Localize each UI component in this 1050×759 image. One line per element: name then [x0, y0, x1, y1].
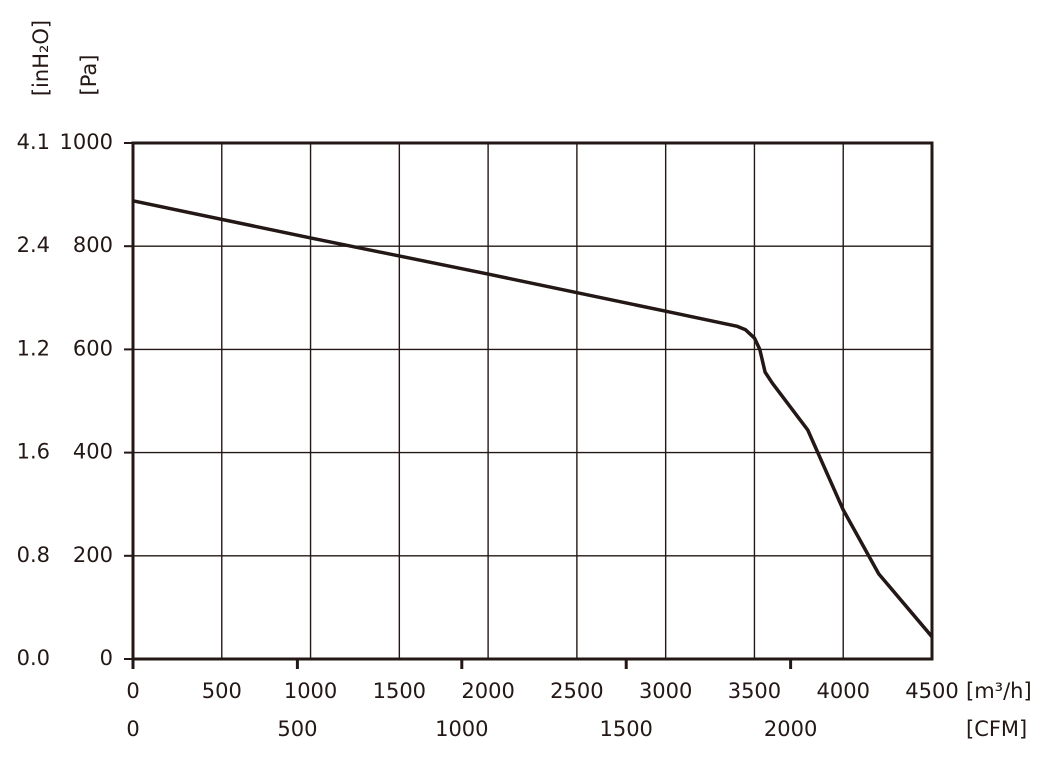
- x2-tick-label: 2000: [764, 717, 817, 741]
- y2-tick-label: 0.8: [17, 543, 50, 567]
- y2-tick-label: 0.0: [17, 646, 50, 670]
- y-tick-label: 0: [100, 646, 113, 670]
- x2-axis-label: [CFM]: [966, 717, 1027, 741]
- y-axis-label: [Pa]: [77, 55, 101, 96]
- y2-axis-label: [inH₂O]: [29, 20, 53, 96]
- y-tick-label: 600: [73, 336, 113, 360]
- x-tick-label: 2500: [550, 679, 603, 703]
- x-tick-label: 0: [126, 679, 139, 703]
- y2-tick-label: 1.2: [17, 336, 50, 360]
- y2-tick-label: 1.6: [17, 440, 50, 464]
- y-tick-label: 400: [73, 440, 113, 464]
- x2-tick-label: 1000: [435, 717, 488, 741]
- y2-tick-label: 4.1: [17, 130, 50, 154]
- x-tick-label: 2000: [461, 679, 514, 703]
- y-tick-label: 800: [73, 233, 113, 257]
- y-tick-label: 1000: [60, 130, 113, 154]
- x2-tick-label: 500: [277, 717, 317, 741]
- x2-tick-label: 1500: [599, 717, 652, 741]
- x-tick-label: 1500: [373, 679, 426, 703]
- x-tick-label: 1000: [284, 679, 337, 703]
- x-tick-label: 3500: [728, 679, 781, 703]
- x2-tick-label: 0: [126, 717, 139, 741]
- x-tick-label: 3000: [639, 679, 692, 703]
- y2-tick-label: 2.4: [17, 233, 50, 257]
- x-tick-label: 4000: [816, 679, 869, 703]
- y-tick-label: 200: [73, 543, 113, 567]
- plot-frame: [131, 141, 934, 661]
- x-tick-label: 4500: [905, 679, 958, 703]
- x-tick-label: 500: [202, 679, 242, 703]
- line-series: [132, 199, 934, 638]
- x-axis-label: [m³/h]: [966, 679, 1032, 703]
